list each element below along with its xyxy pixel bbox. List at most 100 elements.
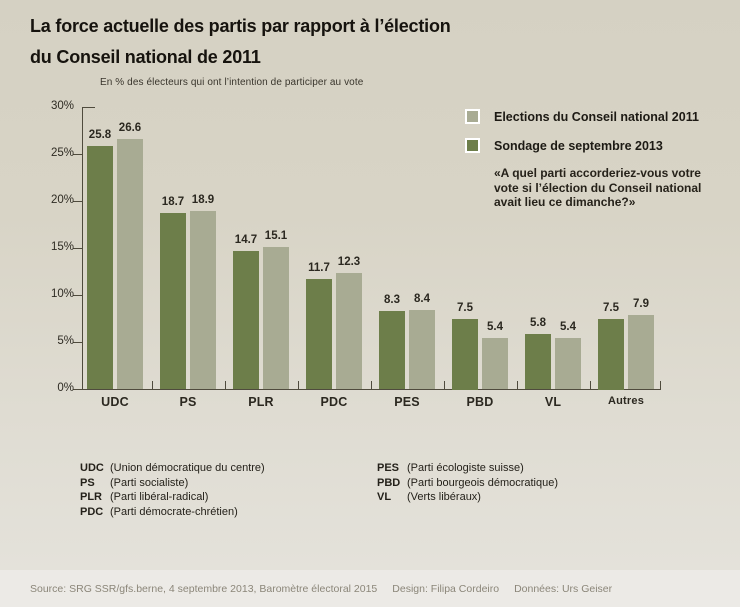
x-group-tick [225, 381, 226, 389]
bar-elections-2011-udc [117, 139, 143, 389]
bar-value-label: 8.4 [414, 293, 430, 305]
y-tick [73, 389, 82, 390]
bar-elections-2011-pes [409, 310, 435, 389]
glossary-party-name: (Parti bourgeois démocratique) [407, 476, 559, 489]
x-axis-label-pes: PES [394, 395, 420, 409]
y-axis-top-cap [82, 107, 95, 108]
y-tick-label: 30% [50, 100, 74, 112]
bar-value-label: 18.9 [191, 194, 215, 206]
x-group-tick [590, 381, 591, 389]
glossary-row-vl: VL (Verts libéraux) [377, 491, 558, 506]
glossary-row-plr: PLR (Parti libéral-radical) [80, 491, 265, 506]
bar-value-label: 11.7 [308, 262, 330, 274]
bar-elections-2011-ps [190, 211, 216, 389]
glossary-party-name: (Parti démocrate-chrétien) [110, 505, 238, 518]
glossary-abbr: PES [377, 462, 400, 474]
y-tick [73, 154, 82, 155]
x-group-tick [152, 381, 153, 389]
bar-value-label: 18.7 [161, 196, 185, 208]
x-axis-label-pbd: PBD [466, 395, 494, 409]
bar-elections-2011-vl [555, 338, 581, 389]
glossary-party-name: (Union démocratique du centre) [110, 462, 265, 474]
bar-sondage-2013-pdc [306, 279, 332, 389]
glossary-abbr: PDC [80, 505, 104, 518]
page-title-line1: La force actuelle des partis par rapport… [30, 16, 451, 36]
page-title: La force actuelle des partis par rapport… [30, 11, 451, 73]
x-axis-label-autres: Autres [607, 395, 645, 407]
footer-design: Design: Filipa Cordeiro [392, 582, 500, 595]
x-axis-label-vl: VL [544, 395, 562, 409]
y-tick-label: 25% [50, 147, 74, 159]
party-glossary-right-column: PES (Parti écologiste suisse) PBD (Parti bo… [377, 462, 558, 506]
glossary-row-ps: PS (Parti socialiste) [80, 477, 265, 492]
glossary-row-udc: UDC (Union démocratique du centre) [80, 462, 265, 477]
footer: Source: SRG SSR/gfs.berne, 4 septembre 2… [0, 570, 740, 607]
legend-swatch-sondage-2013 [465, 138, 480, 153]
x-axis-label-pdc: PDC [320, 395, 348, 409]
x-group-tick [444, 381, 445, 389]
bar-value-label: 7.9 [633, 298, 649, 310]
bar-value-label: 7.5 [603, 302, 619, 314]
bar-elections-2011-pdc [336, 273, 362, 389]
bar-sondage-2013-pes [379, 311, 405, 389]
bar-value-label: 8.3 [384, 294, 400, 306]
bar-value-label: 5.4 [560, 321, 576, 333]
glossary-party-name: (Parti écologiste suisse) [407, 462, 524, 474]
legend-swatch-elections-2011 [465, 109, 480, 124]
y-tick-label: 15% [50, 241, 74, 253]
bar-sondage-2013-vl [525, 334, 551, 389]
bar-value-label: 14.7 [234, 234, 258, 246]
bar-value-label: 15.1 [264, 230, 288, 242]
bar-elections-2011-pbd [482, 338, 508, 389]
footer-source: Source: SRG SSR/gfs.berne, 4 septembre 2… [30, 582, 378, 595]
chart-subtitle: En % des électeurs qui ont l’intention d… [100, 77, 364, 88]
bar-value-label: 5.8 [530, 317, 546, 329]
x-group-tick [371, 381, 372, 389]
glossary-row-pbd: PBD (Parti bourgeois démocratique) [377, 477, 558, 492]
glossary-abbr: PS [80, 476, 95, 489]
x-axis-line [82, 389, 661, 390]
y-tick [73, 248, 82, 249]
glossary-row-pes: PES (Parti écologiste suisse) [377, 462, 558, 477]
bar-sondage-2013-plr [233, 251, 259, 389]
y-tick-label: 0% [57, 382, 74, 394]
bar-sondage-2013-ps [160, 213, 186, 389]
x-axis-label-udc: UDC [101, 395, 129, 409]
y-tick-label: 20% [50, 194, 74, 206]
y-axis-line [82, 107, 83, 390]
y-tick [73, 295, 82, 296]
bar-elections-2011-plr [263, 247, 289, 389]
glossary-abbr: VL [377, 491, 392, 504]
bar-elections-2011-autres [628, 315, 654, 389]
bar-value-label: 7.5 [457, 302, 473, 314]
legend-label-sondage-2013: Sondage de septembre 2013 [494, 139, 663, 153]
bar-sondage-2013-udc [87, 146, 113, 389]
x-group-tick [517, 381, 518, 389]
bar-sondage-2013-pbd [452, 319, 478, 390]
glossary-party-name: (Verts libéraux) [407, 491, 481, 504]
bar-value-label: 5.4 [487, 321, 503, 333]
y-tick-label: 5% [57, 335, 74, 347]
party-glossary-left-column: UDC (Union démocratique du centre) PS (Part… [80, 462, 265, 520]
y-tick [73, 342, 82, 343]
bar-value-label: 26.6 [118, 122, 142, 134]
x-axis-label-ps: PS [179, 395, 197, 409]
bar-value-label: 12.3 [337, 256, 361, 268]
page-title-line2: du Conseil national de 2011 [30, 47, 261, 67]
glossary-abbr: PLR [80, 491, 102, 504]
glossary-party-name: (Parti libéral-radical) [110, 491, 209, 504]
survey-question: «A quel parti accorderiez-vous votre vot… [494, 166, 702, 209]
glossary-abbr: PBD [377, 476, 401, 489]
glossary-abbr: UDC [80, 462, 104, 474]
x-group-tick [298, 381, 299, 389]
x-axis-end-tick [660, 381, 661, 389]
y-tick-label: 10% [50, 288, 74, 300]
x-axis-label-plr: PLR [248, 395, 274, 409]
bar-value-label: 25.8 [88, 129, 112, 141]
y-tick [73, 201, 82, 202]
footer-data: Données: Urs Geiser [514, 582, 613, 595]
glossary-party-name: (Parti socialiste) [110, 476, 189, 489]
bar-sondage-2013-autres [598, 319, 624, 390]
glossary-row-pdc: PDC (Parti démocrate-chrétien) [80, 506, 265, 521]
